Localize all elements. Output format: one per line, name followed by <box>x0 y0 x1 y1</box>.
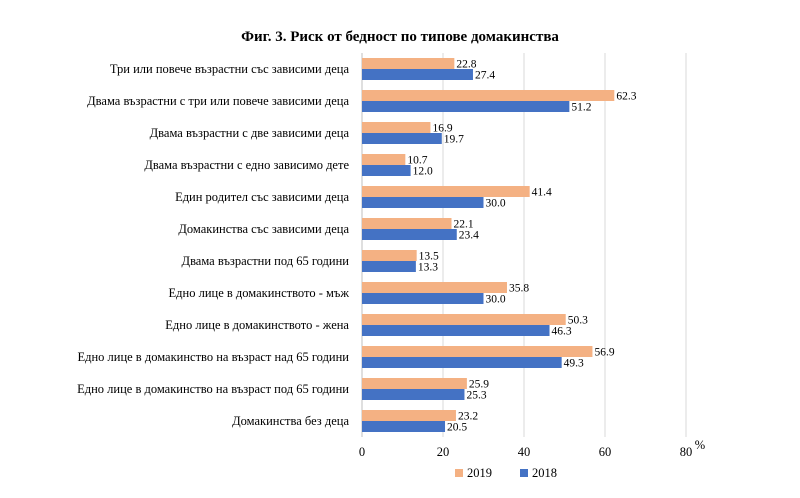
category-label: Едно лице в домакинството - жена <box>165 318 349 332</box>
data-label-2018: 49.3 <box>564 358 584 370</box>
bar-2019 <box>362 378 467 389</box>
bar-2019 <box>362 154 406 165</box>
data-label-2018: 12.0 <box>413 166 433 178</box>
data-label-2019: 23.2 <box>458 411 478 423</box>
bar-2018 <box>362 101 570 112</box>
bar-2019 <box>362 282 507 293</box>
bar-2019 <box>362 250 417 261</box>
category-label: Едно лице в домакинство на възраст над 6… <box>77 350 349 364</box>
x-tick-label: 80 <box>680 445 693 459</box>
category-label: Домакинства без деца <box>232 414 349 428</box>
data-label-2018: 25.3 <box>466 390 486 402</box>
category-label: Двама възрастни с три или повече зависим… <box>87 94 349 108</box>
bars <box>362 58 615 432</box>
data-label-2019: 41.4 <box>532 187 552 199</box>
bar-2018 <box>362 197 484 208</box>
data-label-2019: 35.8 <box>509 283 529 295</box>
data-label-2019: 13.5 <box>419 251 439 263</box>
data-label-2018: 27.4 <box>475 70 495 82</box>
bar-2018 <box>362 421 446 432</box>
data-label-2018: 23.4 <box>459 230 479 242</box>
bar-2019 <box>362 122 431 133</box>
chart-title: Фиг. 3. Риск от бедност по типове домаки… <box>241 29 559 45</box>
category-label: Едно лице в домакинство на възраст под 6… <box>77 382 349 396</box>
bar-2019 <box>362 58 455 69</box>
x-tick-label: 20 <box>437 445 450 459</box>
bar-2019 <box>362 90 615 101</box>
labels: 0 20 40 60 80 Три или повече възрастни със за… <box>77 59 692 460</box>
bar-2019 <box>362 346 593 357</box>
data-label-2018: 46.3 <box>552 326 572 338</box>
legend: 2019 2018 <box>455 466 557 480</box>
category-label: Едно лице в домакинството - мъж <box>169 286 350 300</box>
category-label: Три или повече възрастни със зависими де… <box>110 62 350 76</box>
legend-label-2018: 2018 <box>532 466 557 480</box>
bar-2018 <box>362 229 457 240</box>
bar-2018 <box>362 357 562 368</box>
legend-swatch-2018 <box>520 469 528 477</box>
bar-2019 <box>362 314 566 325</box>
unit-label: % <box>695 438 705 452</box>
data-label-2019: 22.1 <box>454 219 474 231</box>
data-label-2019: 50.3 <box>568 315 588 327</box>
data-label-2019: 22.8 <box>456 59 476 71</box>
data-label-2019: 56.9 <box>594 347 614 359</box>
bar-2019 <box>362 186 530 197</box>
x-tick-label: 60 <box>599 445 612 459</box>
bar-2019 <box>362 410 456 421</box>
data-label-2018: 20.5 <box>447 422 467 434</box>
x-tick-label: 0 <box>359 445 365 459</box>
category-label: Един родител със зависими деца <box>175 190 349 204</box>
bar-2018 <box>362 325 550 336</box>
category-label: Двама възрастни с две зависими деца <box>150 126 350 140</box>
data-label-2018: 30.0 <box>486 294 506 306</box>
bar-2018 <box>362 389 465 400</box>
category-label: Домакинства със зависими деца <box>178 222 349 236</box>
category-label: Двама възрастни с едно зависимо дете <box>144 158 349 172</box>
data-label-2019: 62.3 <box>616 91 636 103</box>
data-label-2019: 25.9 <box>469 379 489 391</box>
data-label-2019: 10.7 <box>407 155 427 167</box>
data-label-2019: 16.9 <box>432 123 452 135</box>
bar-2018 <box>362 133 442 144</box>
legend-swatch-2019 <box>455 469 463 477</box>
data-label-2018: 30.0 <box>486 198 506 210</box>
bar-2018 <box>362 293 484 304</box>
data-label-2018: 19.7 <box>444 134 464 146</box>
data-label-2018: 51.2 <box>571 102 591 114</box>
gridlines <box>361 53 687 437</box>
data-label-2018: 13.3 <box>418 262 438 274</box>
bar-2019 <box>362 218 452 229</box>
bar-2018 <box>362 69 473 80</box>
bar-2018 <box>362 261 416 272</box>
x-tick-label: 40 <box>518 445 531 459</box>
bar-2018 <box>362 165 411 176</box>
legend-label-2019: 2019 <box>467 466 492 480</box>
category-label: Двама възрастни под 65 години <box>182 254 350 268</box>
